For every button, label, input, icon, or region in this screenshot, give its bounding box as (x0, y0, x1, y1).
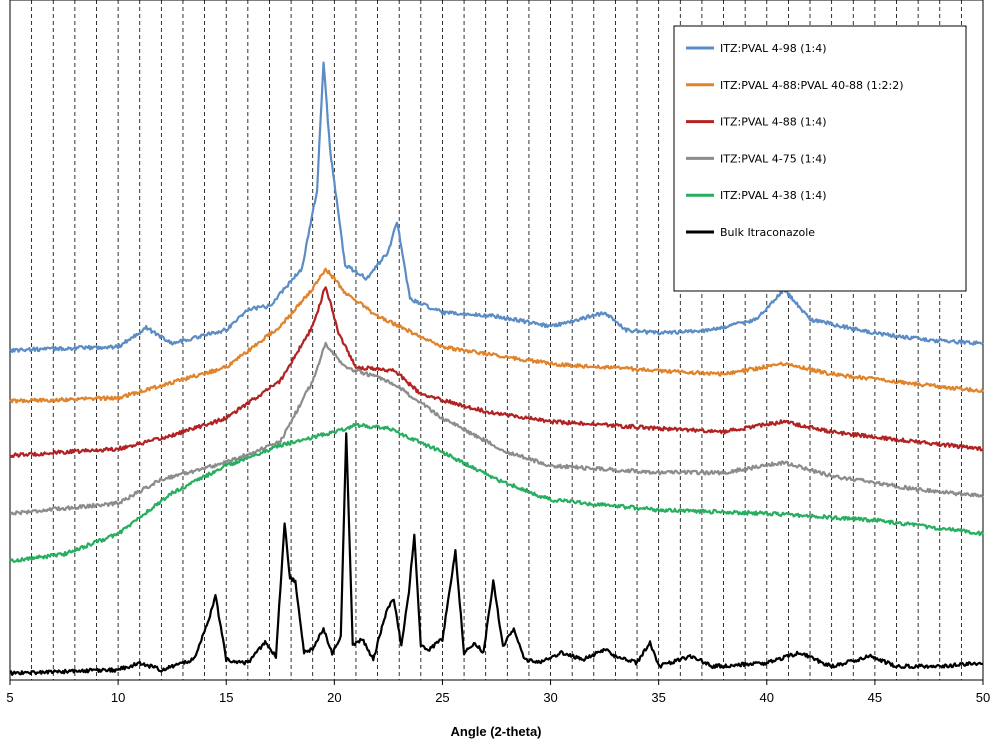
series-line-3 (9, 341, 984, 516)
x-axis: 5 10 15 20 25 30 35 40 45 50 Angle (2-theta) (6, 679, 990, 739)
legend-label-2: ITZ:PVAL 4-88 (1:4) (720, 116, 827, 129)
legend-label-1: ITZ:PVAL 4-88:PVAL 40-88 (1:2:2) (720, 79, 904, 92)
x-tick-label: 15 (219, 690, 233, 705)
x-tick-label: 10 (111, 690, 125, 705)
x-tick-label: 50 (976, 690, 990, 705)
legend-label-3: ITZ:PVAL 4-75 (1:4) (720, 152, 827, 165)
x-tick-label: 20 (327, 690, 341, 705)
legend-items: ITZ:PVAL 4-98 (1:4) ITZ:PVAL 4-88:PVAL 40… (686, 42, 904, 239)
x-ticks: 5 10 15 20 25 30 35 40 45 50 (6, 680, 990, 705)
series-line-0 (9, 61, 984, 354)
x-tick-label: 45 (868, 690, 882, 705)
series-line-4 (9, 422, 985, 563)
legend-label-0: ITZ:PVAL 4-98 (1:4) (720, 42, 827, 55)
legend-label-4: ITZ:PVAL 4-38 (1:4) (720, 189, 827, 202)
x-tick-label: 30 (543, 690, 557, 705)
series-layer (9, 61, 985, 676)
series-line-1 (9, 267, 984, 404)
legend-box (673, 25, 967, 292)
legend: ITZ:PVAL 4-98 (1:4) ITZ:PVAL 4-88:PVAL 40… (673, 25, 967, 292)
x-tick-label: 35 (651, 690, 665, 705)
x-tick-label: 5 (6, 690, 13, 705)
x-axis-title: Angle (2-theta) (451, 724, 542, 739)
series-line-2 (9, 286, 984, 459)
x-tick-label: 40 (760, 690, 774, 705)
x-tick-label: 25 (435, 690, 449, 705)
legend-label-5: Bulk Itraconazole (720, 226, 815, 239)
series-line-5 (9, 432, 984, 676)
